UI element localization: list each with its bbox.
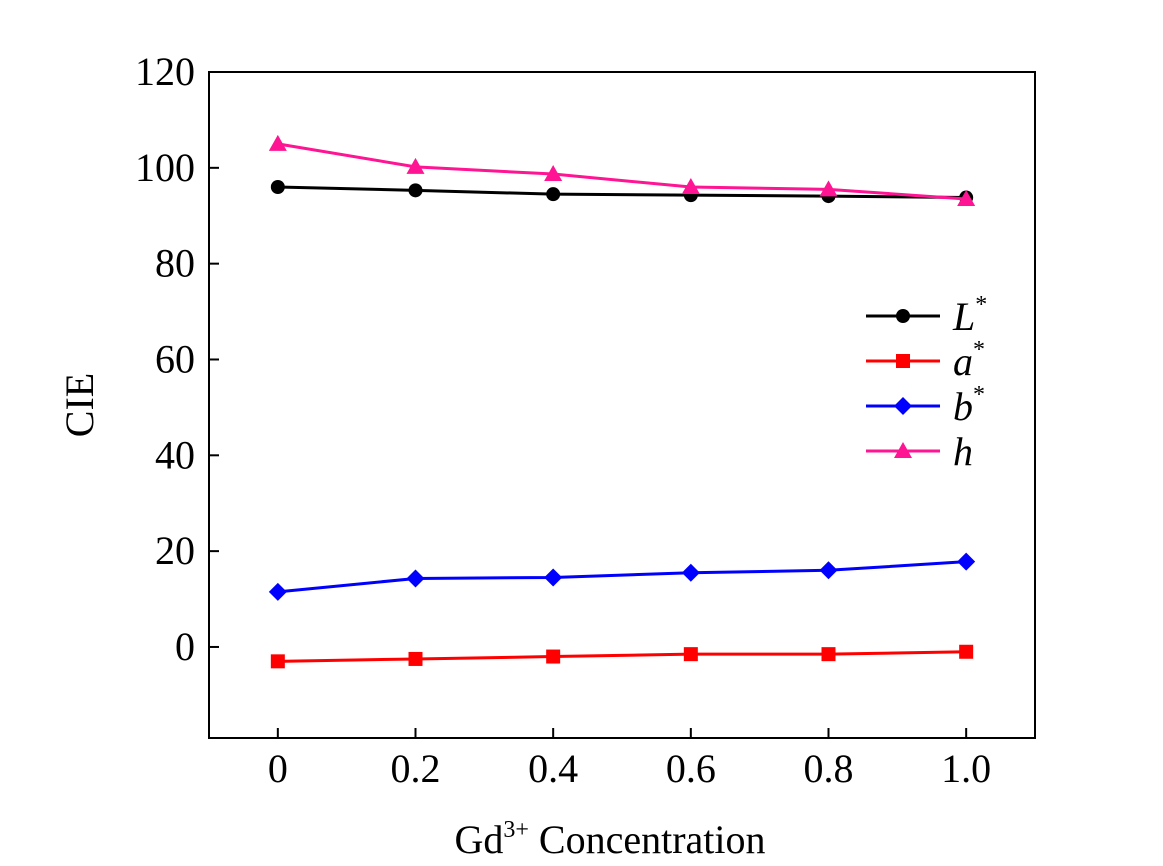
data-point-a: [821, 647, 836, 662]
data-point-L: [270, 179, 285, 194]
data-point-a: [546, 649, 561, 664]
legend-label: h: [953, 429, 973, 474]
data-point-h: [957, 189, 976, 206]
data-point-b: [957, 552, 976, 571]
series-line-a: [277, 650, 967, 663]
y-tick-label: 80: [155, 241, 195, 286]
plot-frame: [208, 71, 1036, 739]
data-point-h: [268, 134, 287, 151]
data-point-a: [270, 654, 285, 669]
legend: L*a*b*h: [866, 292, 987, 474]
series-line-h: [277, 142, 967, 201]
legend-label-sup: *: [975, 292, 987, 318]
x-tick-label: 1.0: [941, 746, 991, 791]
x-axis-title-rest: Concentration: [529, 817, 766, 862]
legend-label-text: a: [953, 339, 973, 384]
legend-item-b: b*: [866, 382, 985, 429]
legend-label-text: L: [952, 294, 975, 339]
legend-marker: [896, 309, 910, 323]
x-axis-title-sup: 3+: [503, 817, 529, 843]
legend-label: b*: [953, 382, 985, 429]
data-point-h: [681, 177, 700, 194]
data-point-h: [544, 165, 563, 182]
x-tick-label: 0.4: [528, 746, 578, 791]
legend-label: L*: [952, 292, 987, 339]
data-point-b: [819, 561, 838, 580]
y-tick-label: 100: [135, 145, 195, 190]
data-point-L: [546, 187, 561, 202]
x-axis-title: Gd3+ Concentration: [454, 817, 765, 862]
series-h: [268, 134, 976, 206]
data-point-a: [959, 644, 974, 659]
data-point-a: [683, 647, 698, 662]
y-tick-label: 0: [175, 624, 195, 669]
legend-marker: [894, 442, 912, 458]
data-point-b: [544, 568, 563, 587]
data-point-b: [268, 582, 287, 601]
y-tick-label: 20: [155, 528, 195, 573]
legend-item-L: L*: [866, 292, 987, 339]
x-tick-label: 0.2: [391, 746, 441, 791]
data-point-a: [408, 651, 423, 666]
data-point-b: [681, 563, 700, 582]
legend-label: a*: [953, 337, 985, 384]
x-axis-title-base: Gd: [454, 817, 503, 862]
series-a: [270, 644, 974, 669]
legend-label-sup: *: [973, 337, 985, 363]
y-axis-title: CIE: [57, 373, 102, 437]
data-point-h: [819, 180, 838, 197]
data-point-b: [406, 569, 425, 588]
legend-label-text: b: [953, 384, 973, 429]
series-line-b: [277, 560, 967, 594]
x-tick-label: 0.6: [666, 746, 716, 791]
legend-marker: [894, 397, 912, 415]
legend-label-sup: *: [973, 382, 985, 408]
series-b: [268, 552, 976, 601]
legend-marker: [896, 354, 910, 368]
legend-item-h: h: [866, 429, 973, 474]
x-tick-label: 0.8: [804, 746, 854, 791]
y-tick-label: 60: [155, 336, 195, 381]
y-tick-label: 40: [155, 432, 195, 477]
legend-item-a: a*: [866, 337, 985, 384]
legend-label-text: h: [953, 429, 973, 474]
x-tick-label: 0: [268, 746, 288, 791]
series-line-L: [277, 185, 967, 200]
data-point-L: [408, 183, 423, 198]
y-tick-label: 120: [135, 49, 195, 94]
data-point-h: [406, 157, 425, 174]
